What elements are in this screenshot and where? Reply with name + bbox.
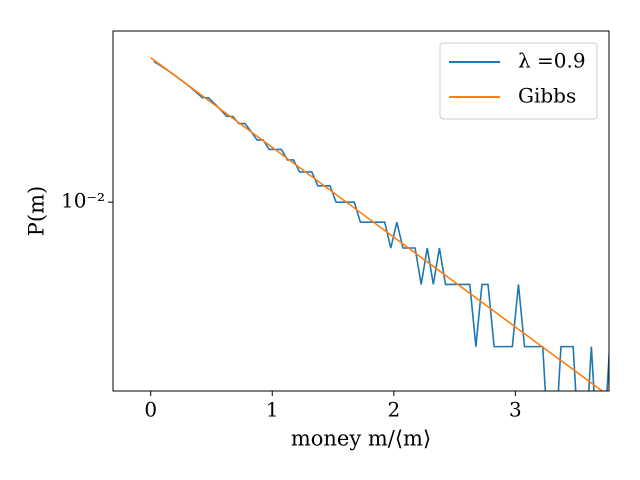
x-tick-label: 3 xyxy=(509,398,522,422)
legend-label: λ =0.9 xyxy=(518,49,586,73)
plot-area xyxy=(150,57,609,391)
x-tick-label: 2 xyxy=(387,398,400,422)
x-tick-label: 1 xyxy=(266,398,279,422)
data-line xyxy=(153,60,609,391)
x-axis-label: money m/⟨m⟩ xyxy=(291,427,431,451)
data-line xyxy=(150,57,604,391)
y-tick-label: 10⁻² xyxy=(61,189,105,213)
x-tick-label: 0 xyxy=(144,398,157,422)
y-axis-label: P(m) xyxy=(25,186,49,236)
axes-frame xyxy=(112,30,610,392)
legend-label: Gibbs xyxy=(518,84,576,108)
